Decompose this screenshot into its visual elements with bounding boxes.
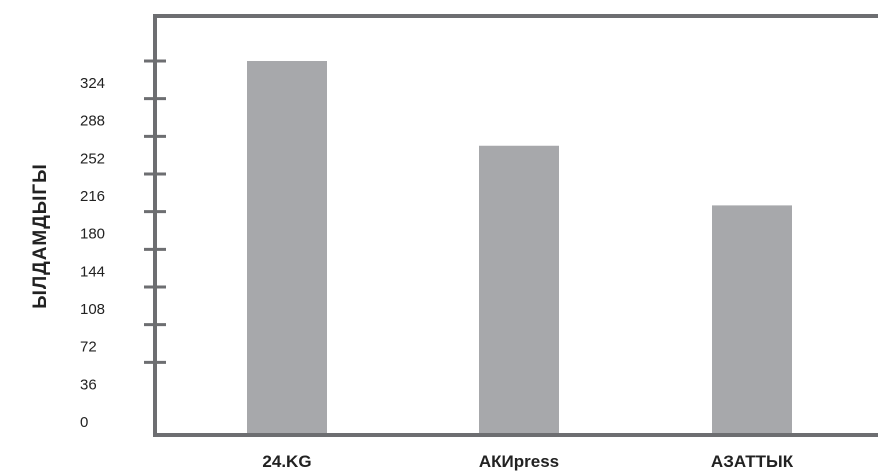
y-tick-label-7: 252 (80, 150, 105, 167)
y-ticks-group: 0 36 72 108 144 180 216 252 288 324 (80, 59, 166, 431)
y-tick-label-1: 36 (80, 376, 97, 393)
y-tick-label-2: 72 (80, 339, 97, 356)
x-category-label-1: АКИpress (479, 452, 559, 471)
y-axis-title: ЫЛДАМДЫГЫ (30, 163, 51, 309)
y-tick-label-0: 0 (80, 414, 88, 431)
bars-group (247, 61, 792, 435)
y-tick-label-5: 180 (80, 226, 105, 243)
y-tick-label-4: 144 (80, 263, 105, 280)
bar-2 (712, 205, 792, 435)
x-category-label-2: АЗАТТЫК (711, 452, 794, 471)
y-tick-label-3: 108 (80, 301, 105, 318)
y-tick-label-6: 216 (80, 188, 105, 205)
bar-0 (247, 61, 327, 435)
bar-1 (479, 145, 559, 435)
x-category-label-0: 24.KG (262, 452, 311, 471)
y-tick-label-8: 288 (80, 113, 105, 130)
chart-frame (153, 14, 878, 437)
x-categories-group: 24.KG АКИpress АЗАТТЫК (262, 452, 793, 471)
y-tick-label-9: 324 (80, 75, 105, 92)
axes-group (153, 14, 878, 437)
